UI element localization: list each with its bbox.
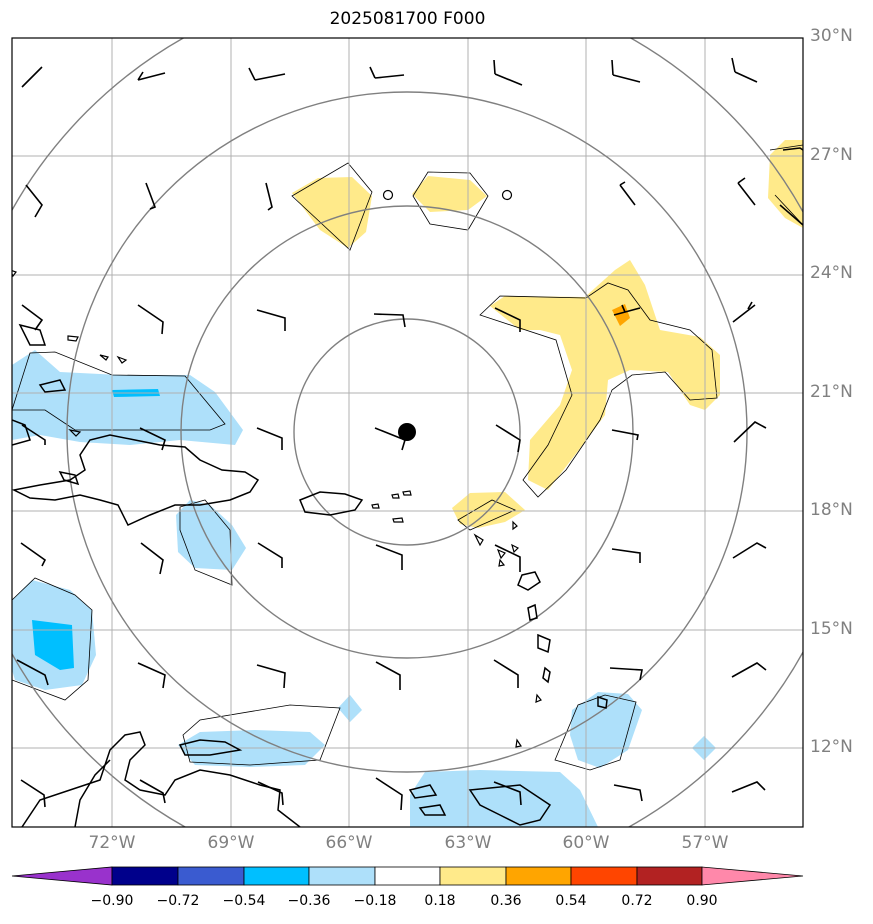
colorbar-extend-high [701,866,804,886]
small-islands [12,189,542,748]
lon-label: 63°W [444,833,492,853]
lat-label: 27°N [810,145,853,165]
lat-label: 12°N [810,737,853,757]
lat-label: 18°N [810,500,853,520]
colorbar [11,866,804,886]
lon-label: 60°W [562,833,610,853]
colorbar-tick: −0.18 [353,893,397,909]
colorbar-tick: 0.72 [621,893,653,909]
colorbar-extend-low [11,866,113,886]
lat-label: 21°N [810,382,853,402]
lon-label: 66°W [325,833,373,853]
colorbar-tick: −0.36 [287,893,331,909]
range-rings [12,38,803,827]
storm-center-marker [398,423,416,441]
colorbar-tick: 0.18 [424,893,456,909]
wind-barbs [16,57,767,811]
map-frame [11,37,804,828]
colorbar-tick: 0.36 [490,893,522,909]
lon-label: 57°W [681,833,729,853]
negative-anomaly-shading [12,350,716,827]
colorbar-tick: 0.90 [686,893,718,909]
coastlines [12,147,803,827]
colorbar-tick: −0.90 [90,893,134,909]
lon-label: 69°W [207,833,255,853]
positive-anomaly-shading [292,140,803,528]
lat-label: 30°N [810,26,853,46]
lat-label: 24°N [810,263,853,283]
graticule [12,38,803,827]
contour-lines [12,144,803,771]
lon-label: 72°W [88,833,136,853]
colorbar-tick: −0.72 [156,893,200,909]
map-title: 2025081700 F000 [329,9,486,29]
colorbar-tick: −0.54 [222,893,266,909]
colorbar-tick: 0.54 [555,893,587,909]
lat-label: 15°N [810,619,853,639]
